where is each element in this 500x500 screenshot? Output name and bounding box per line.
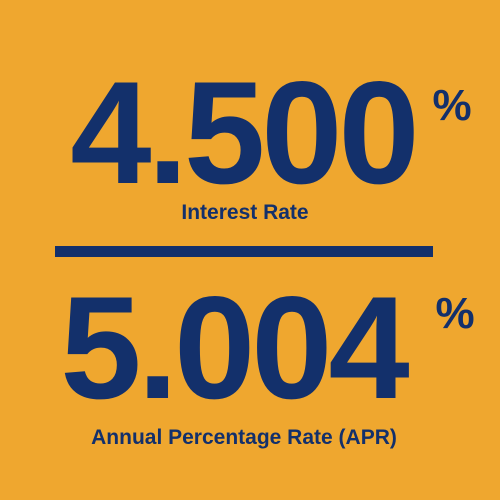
interest-rate-unit: % bbox=[432, 81, 471, 130]
divider bbox=[55, 246, 433, 257]
interest-rate-label: Interest Rate bbox=[181, 201, 308, 224]
apr-label: Annual Percentage Rate (APR) bbox=[91, 426, 397, 449]
interest-rate-value: 4.500 bbox=[70, 51, 415, 214]
apr-unit: % bbox=[435, 289, 474, 338]
apr-value: 5.004 bbox=[60, 266, 409, 429]
